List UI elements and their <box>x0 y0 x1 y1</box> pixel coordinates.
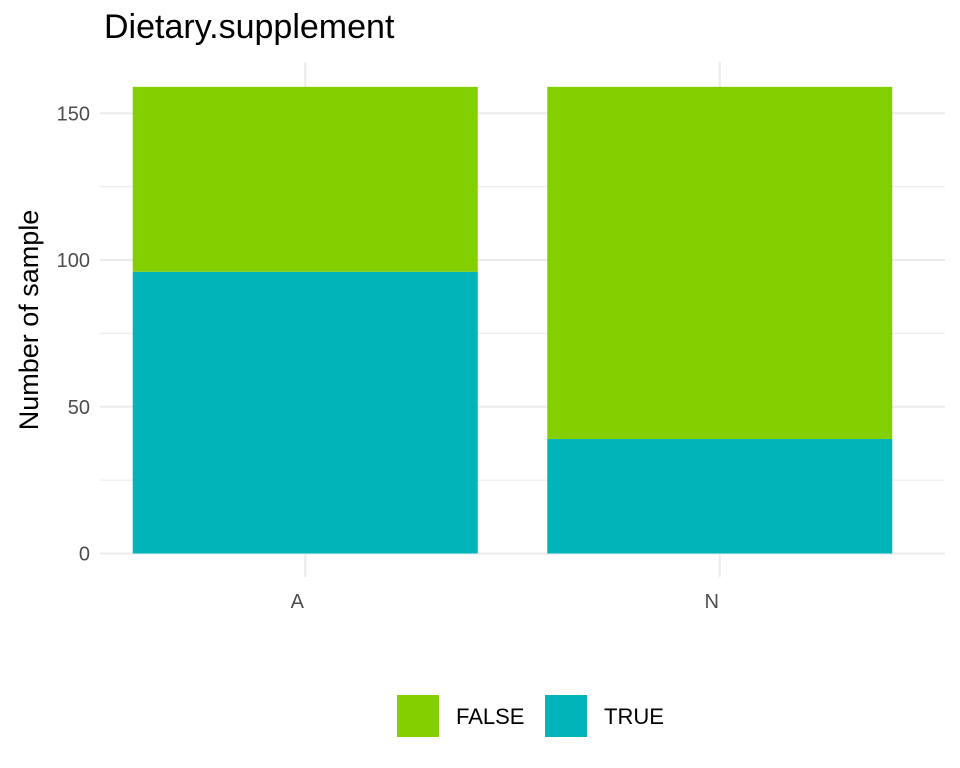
x-tick-label: N <box>705 591 719 613</box>
y-axis-title: Number of sample <box>14 210 44 431</box>
y-tick-label: 0 <box>79 544 90 566</box>
legend-label: TRUE <box>604 704 664 729</box>
bar-false-n <box>547 86 893 440</box>
chart-title: Dietary.supplement <box>104 8 395 46</box>
y-tick-label: 50 <box>68 397 90 419</box>
y-axis-ticks: 0 50 100 150 <box>57 103 90 565</box>
legend-key-false <box>397 695 439 737</box>
legend: FALSE TRUE <box>397 695 664 737</box>
bars <box>132 86 893 554</box>
y-tick-label: 100 <box>57 250 90 272</box>
x-tick-label: A <box>291 591 305 613</box>
y-tick-label: 150 <box>57 103 90 125</box>
legend-label: FALSE <box>456 704 524 729</box>
bar-false-a <box>132 86 478 272</box>
bar-true-a <box>132 271 478 554</box>
legend-key-true <box>545 695 587 737</box>
bar-true-n <box>547 439 893 554</box>
